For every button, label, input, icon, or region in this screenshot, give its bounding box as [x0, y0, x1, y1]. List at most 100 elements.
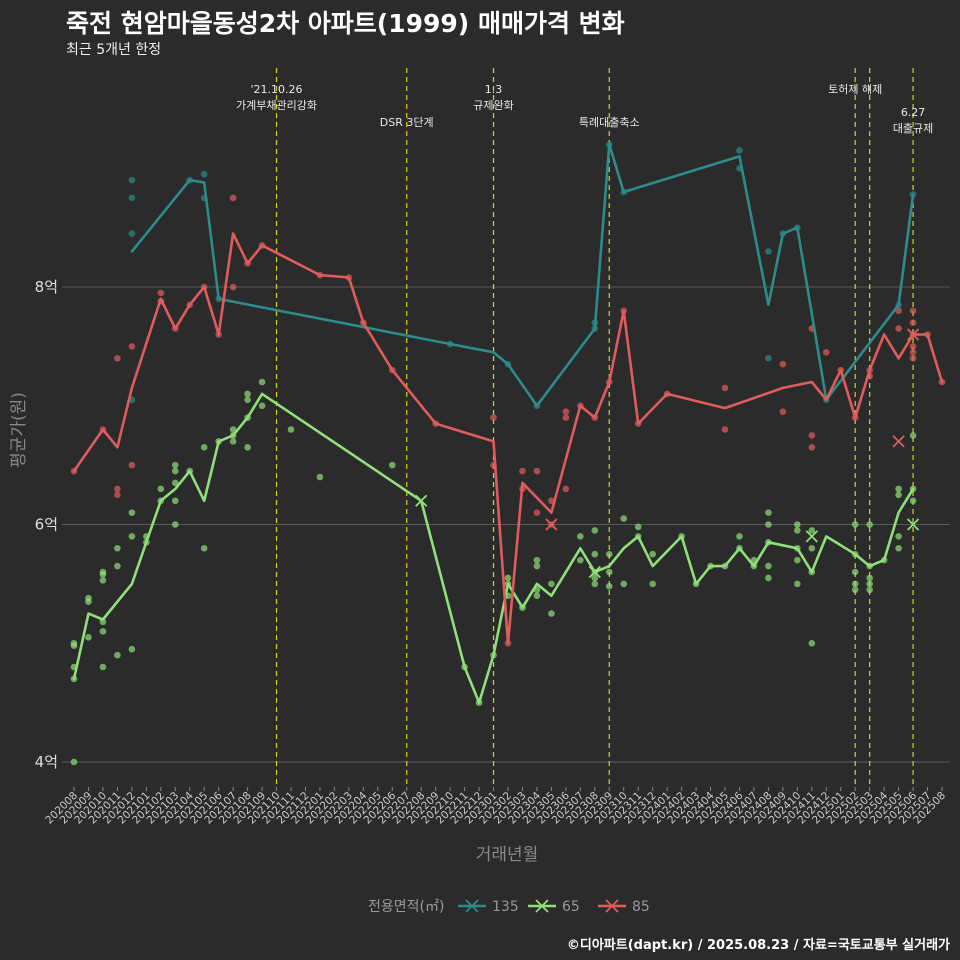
data-point [736, 147, 743, 154]
data-point [808, 527, 816, 534]
data-point [533, 509, 541, 516]
data-point [620, 515, 628, 522]
legend-label: 85 [632, 899, 650, 915]
data-point [909, 307, 917, 315]
data-point [533, 556, 541, 564]
event-label: 대출규제 [893, 122, 933, 135]
data-point [114, 354, 121, 362]
line-layer [72, 143, 944, 704]
series-line-65 [72, 392, 915, 704]
series-line-135 [130, 143, 915, 408]
x-tick-layer: 2020082020092020102020112020122021012021… [43, 787, 948, 826]
data-point [85, 594, 92, 602]
legend-item-85: 85 [598, 899, 650, 915]
data-point [866, 586, 873, 594]
data-point [128, 176, 136, 184]
data-point [128, 461, 136, 469]
data-point [909, 343, 917, 350]
data-point [620, 580, 628, 588]
data-point [866, 574, 873, 582]
data-point [808, 639, 816, 647]
data-point [909, 319, 917, 326]
data-point [605, 568, 613, 576]
data-point [229, 438, 237, 445]
data-point [765, 574, 772, 582]
data-point [519, 467, 526, 475]
data-point [779, 360, 787, 368]
cross-marker [805, 530, 818, 543]
data-point [765, 562, 772, 570]
event-label: 토허제 해제 [828, 82, 882, 96]
event-label: 규제완화 [473, 99, 513, 112]
data-point [200, 544, 208, 552]
data-point [157, 485, 165, 493]
data-point [128, 509, 136, 516]
data-point [171, 497, 179, 505]
data-point [504, 574, 512, 582]
legend-title: 전용면적(㎡) [368, 899, 444, 915]
data-point [895, 485, 902, 493]
data-point [765, 354, 772, 362]
data-point [114, 491, 121, 499]
data-point [895, 533, 902, 540]
data-point [605, 550, 613, 558]
data-point [128, 343, 136, 350]
data-point [128, 230, 136, 237]
data-point [99, 568, 107, 576]
event-label: 가계부채관리강화 [236, 99, 317, 112]
data-point [200, 170, 208, 178]
y-axis-title: 평균가(원) [9, 392, 29, 468]
data-point [128, 194, 136, 202]
data-point [229, 283, 237, 291]
data-point [128, 533, 136, 540]
chart-title: 죽전 현암마을동성2차 아파트(1999) 매매가격 변화 [66, 9, 625, 38]
legend-label: 135 [492, 899, 519, 915]
legend-items: 135 65 85 [458, 899, 650, 915]
data-point [909, 497, 917, 505]
data-point [577, 556, 584, 564]
data-point [808, 444, 816, 451]
data-point [171, 461, 179, 469]
data-point [591, 574, 599, 582]
data-point [548, 610, 555, 617]
cross-marker [892, 435, 905, 448]
data-point [808, 544, 816, 552]
data-point [851, 586, 859, 594]
data-point [244, 396, 251, 404]
data-point [721, 426, 729, 433]
legend-item-135: 135 [458, 899, 519, 915]
data-point [909, 354, 917, 362]
data-point [128, 645, 136, 653]
cross-marker [906, 518, 920, 531]
legend-item-65: 65 [528, 899, 580, 915]
data-point [851, 568, 859, 576]
data-point [99, 663, 107, 671]
data-point [895, 491, 902, 499]
data-point [171, 467, 179, 475]
data-point [721, 384, 729, 392]
legend: 전용면적(㎡) 135 65 85 [368, 899, 650, 915]
data-point [895, 325, 902, 332]
data-point [533, 592, 541, 600]
data-point [533, 467, 541, 475]
data-point [765, 248, 772, 255]
data-point [866, 521, 873, 528]
data-point [287, 426, 295, 433]
chart-subtitle: 최근 5개년 한정 [66, 42, 162, 58]
data-point [649, 580, 656, 588]
y-tick-label: 4억 [35, 753, 58, 771]
legend-label: 65 [562, 899, 580, 915]
data-point [114, 485, 121, 493]
data-point [258, 378, 266, 386]
event-label: '21.10.26 [251, 83, 303, 96]
data-point [490, 414, 497, 421]
data-point [866, 580, 873, 588]
data-point [736, 533, 743, 540]
data-point [70, 758, 78, 766]
data-point [794, 521, 801, 528]
data-point [533, 562, 541, 570]
data-point [114, 544, 121, 552]
data-point [99, 628, 107, 635]
data-point [909, 349, 917, 356]
